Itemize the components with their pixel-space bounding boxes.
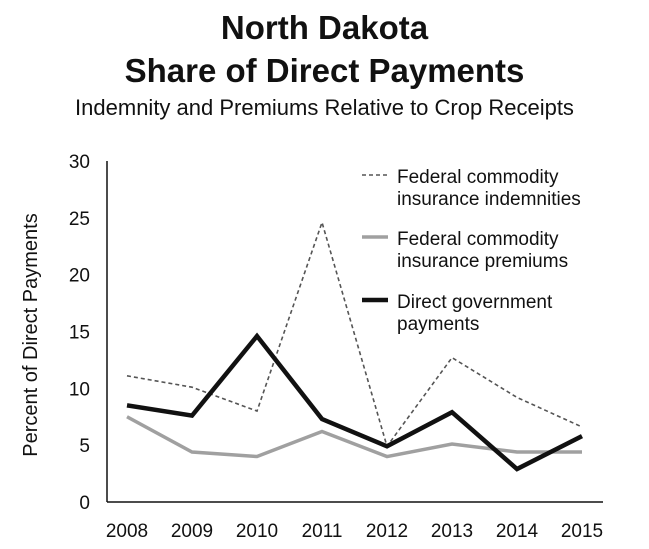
axes	[106, 161, 603, 503]
legend-label: Direct government	[397, 292, 553, 313]
x-tick-label: 2008	[106, 521, 148, 542]
y-tick-label: 10	[69, 379, 90, 400]
y-tick-label: 25	[69, 209, 90, 230]
chart-title-line-2: Share of Direct Payments	[124, 52, 525, 89]
y-axis-label: Percent of Direct Payments	[20, 213, 42, 456]
x-tick-label: 2010	[236, 521, 278, 542]
x-tick-label: 2014	[496, 521, 539, 542]
x-tick-label: 2009	[171, 521, 213, 542]
legend-label: insurance indemnities	[397, 189, 581, 210]
y-tick-labels: 0 5 10 15 20 25 30	[69, 152, 90, 514]
y-tick-label: 5	[79, 436, 90, 457]
chart-subtitle: Indemnity and Premiums Relative to Crop …	[75, 95, 574, 120]
legend-label: Federal commodity	[397, 167, 559, 188]
series-line-1	[126, 219, 583, 449]
legend-label: insurance premiums	[397, 251, 568, 272]
series-line-3	[126, 332, 584, 472]
chart-title-line-1: North Dakota	[220, 9, 429, 46]
y-tick-label: 20	[69, 266, 90, 287]
x-tick-label: 2013	[431, 521, 473, 542]
x-tick-label: 2011	[302, 521, 343, 542]
y-tick-label: 0	[79, 493, 90, 514]
series-line-2	[126, 415, 582, 459]
y-tick-label: 15	[69, 323, 90, 344]
series-lines	[126, 219, 584, 472]
legend-label: Federal commodity	[397, 229, 559, 250]
x-tick-labels: 2008 2009 2010 2011 2012 2013 2014 2015	[106, 521, 603, 542]
y-tick-label: 30	[69, 152, 90, 173]
legend-label: payments	[397, 314, 479, 335]
x-tick-label: 2015	[561, 521, 603, 542]
x-tick-label: 2012	[366, 521, 408, 542]
